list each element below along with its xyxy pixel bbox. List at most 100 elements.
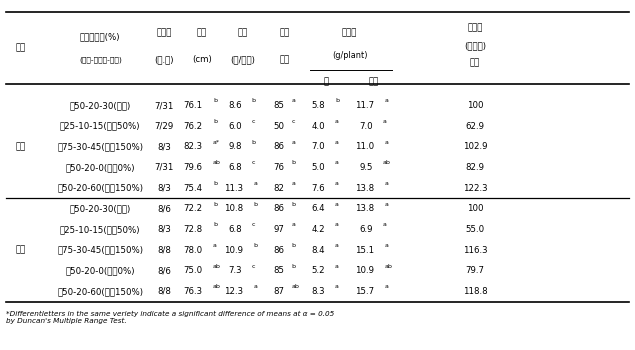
Text: 수수: 수수 — [237, 29, 248, 38]
Text: 100: 100 — [467, 101, 483, 110]
Text: b: b — [213, 98, 217, 104]
Text: 118.8: 118.8 — [463, 287, 487, 296]
Text: 79.6: 79.6 — [184, 163, 202, 172]
Text: ab: ab — [292, 284, 300, 289]
Text: 9.8: 9.8 — [229, 142, 242, 151]
Text: 86: 86 — [274, 142, 284, 151]
Text: *Differentletters in the same veriety indicate a significant difference of means: *Differentletters in the same veriety in… — [6, 310, 335, 324]
Text: 6.9: 6.9 — [359, 225, 373, 234]
Text: c: c — [251, 160, 255, 166]
Text: a: a — [382, 119, 387, 124]
Text: 6.4: 6.4 — [312, 204, 325, 213]
Text: 15.1: 15.1 — [354, 246, 374, 254]
Text: 십50-20-30(표준): 십50-20-30(표준) — [70, 101, 131, 110]
Text: a: a — [384, 98, 389, 104]
Text: 13.8: 13.8 — [354, 184, 374, 192]
Text: a: a — [335, 284, 339, 289]
Text: (g/plant): (g/plant) — [332, 51, 367, 61]
Text: a: a — [292, 181, 296, 186]
Text: 5.2: 5.2 — [312, 266, 325, 275]
Text: a: a — [335, 202, 339, 207]
Text: 82.9: 82.9 — [465, 163, 485, 172]
Text: 72.2: 72.2 — [183, 204, 203, 213]
Text: 8/8: 8/8 — [157, 287, 171, 296]
Text: 12.3: 12.3 — [224, 287, 243, 296]
Text: 75.4: 75.4 — [183, 184, 203, 192]
Text: b: b — [292, 160, 296, 166]
Text: b: b — [213, 181, 217, 186]
Text: a: a — [335, 264, 339, 269]
Text: 9.5: 9.5 — [359, 163, 373, 172]
Text: 4.2: 4.2 — [312, 225, 325, 234]
Text: 11.0: 11.0 — [354, 142, 374, 151]
Text: a: a — [254, 284, 258, 289]
Text: 건물중: 건물중 — [342, 29, 358, 38]
Text: a: a — [384, 181, 389, 186]
Text: 76: 76 — [274, 163, 284, 172]
Text: b: b — [213, 119, 217, 124]
Text: b: b — [251, 98, 256, 104]
Text: a: a — [384, 243, 389, 248]
Text: 십25-10-15(질솀50%): 십25-10-15(질솀50%) — [60, 122, 140, 131]
Text: 76.2: 76.2 — [183, 122, 203, 131]
Text: 85: 85 — [274, 101, 284, 110]
Text: 5.0: 5.0 — [312, 163, 325, 172]
Text: a: a — [292, 222, 296, 228]
Text: 6.8: 6.8 — [229, 225, 242, 234]
Text: 10.9: 10.9 — [355, 266, 373, 275]
Text: 십50-20-0(수븄0%): 십50-20-0(수븄0%) — [65, 266, 135, 275]
Text: 4.0: 4.0 — [312, 122, 325, 131]
Text: 11.7: 11.7 — [354, 101, 374, 110]
Text: 품종: 품종 — [15, 44, 25, 52]
Text: 금영: 금영 — [15, 246, 25, 254]
Text: 8.6: 8.6 — [229, 101, 242, 110]
Text: a: a — [384, 202, 389, 207]
Text: 질소분시율(%): 질소분시율(%) — [80, 32, 121, 41]
Text: 55.0: 55.0 — [465, 225, 485, 234]
Text: 립수: 립수 — [279, 55, 290, 64]
Text: 8.3: 8.3 — [312, 287, 325, 296]
Text: (월.일): (월.일) — [154, 55, 173, 64]
Text: 십25-10-15(질솀50%): 십25-10-15(질솀50%) — [60, 225, 140, 234]
Text: 십50-20-60(수븄150%): 십50-20-60(수븄150%) — [57, 184, 144, 192]
Text: 십75-30-45(질소150%): 십75-30-45(질소150%) — [57, 246, 144, 254]
Text: (기비-분얼비-수비): (기비-분얼비-수비) — [79, 56, 122, 63]
Text: 50: 50 — [274, 122, 284, 131]
Text: a: a — [335, 140, 339, 145]
Text: 지수: 지수 — [470, 58, 480, 68]
Text: 출수기: 출수기 — [156, 29, 171, 38]
Text: a: a — [335, 243, 339, 248]
Text: 7.6: 7.6 — [312, 184, 325, 192]
Text: 십50-20-0(수븄0%): 십50-20-0(수븄0%) — [65, 163, 135, 172]
Text: 97: 97 — [274, 225, 284, 234]
Text: ab: ab — [213, 264, 221, 269]
Text: c: c — [251, 119, 255, 124]
Text: b: b — [213, 222, 217, 228]
Text: 6.8: 6.8 — [229, 163, 242, 172]
Text: 75.0: 75.0 — [183, 266, 203, 275]
Text: 수당: 수당 — [279, 29, 290, 38]
Text: 엽: 엽 — [323, 78, 328, 87]
Text: 8/3: 8/3 — [157, 142, 171, 151]
Text: a: a — [335, 222, 339, 228]
Text: 100: 100 — [467, 204, 483, 213]
Text: a: a — [292, 98, 296, 104]
Text: c: c — [251, 222, 255, 228]
Text: b: b — [254, 243, 258, 248]
Text: 5.8: 5.8 — [312, 101, 325, 110]
Text: a: a — [213, 243, 217, 248]
Text: ab: ab — [382, 160, 391, 166]
Text: 8/6: 8/6 — [157, 204, 171, 213]
Text: 7/31: 7/31 — [154, 163, 173, 172]
Text: 생장량: 생장량 — [467, 23, 483, 33]
Text: 86: 86 — [274, 204, 284, 213]
Text: b: b — [292, 264, 296, 269]
Text: (cm): (cm) — [192, 55, 212, 64]
Text: 6.0: 6.0 — [229, 122, 242, 131]
Text: b: b — [213, 202, 217, 207]
Text: a: a — [384, 140, 389, 145]
Text: 72.8: 72.8 — [183, 225, 203, 234]
Text: 116.3: 116.3 — [463, 246, 487, 254]
Text: 십50-20-30(표준): 십50-20-30(표준) — [70, 204, 131, 213]
Text: 11.3: 11.3 — [224, 184, 243, 192]
